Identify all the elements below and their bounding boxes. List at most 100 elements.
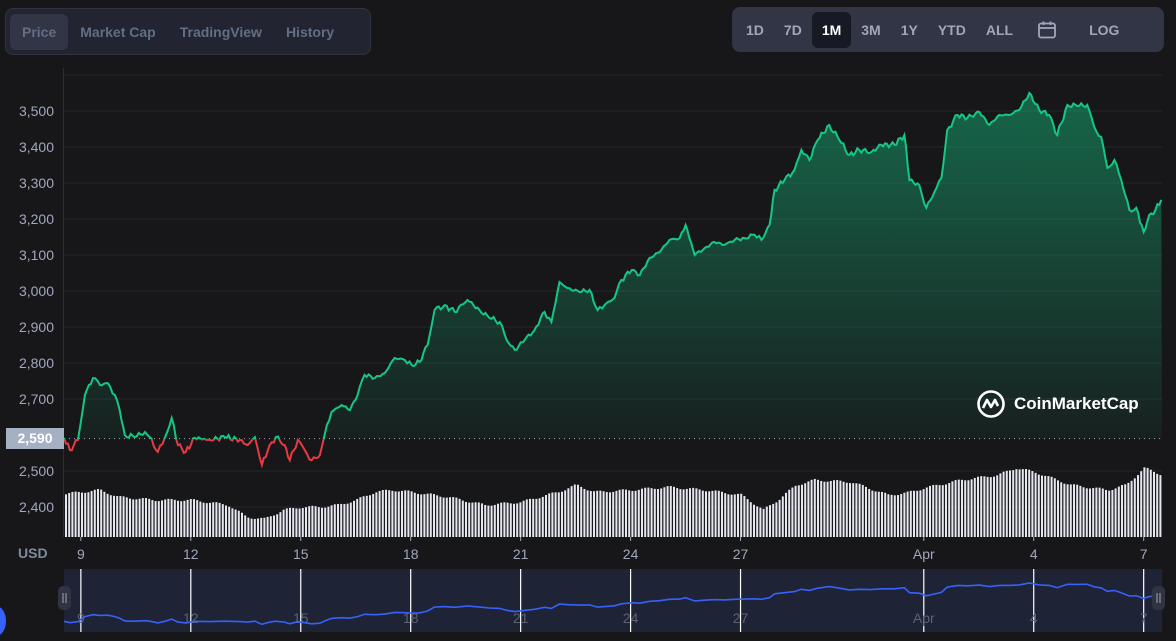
volume-bar [996, 475, 999, 537]
volume-bar [881, 491, 883, 537]
range-1y[interactable]: 1Y [900, 21, 918, 38]
volume-bar [890, 494, 893, 537]
volume-bar [849, 483, 851, 537]
volume-bar [538, 498, 541, 537]
volume-bar [138, 498, 141, 537]
volume-bar [573, 484, 576, 537]
volume-bar [205, 503, 208, 537]
navigator-right-handle[interactable] [1152, 586, 1165, 610]
navigator-tick-label: Apr [913, 610, 935, 626]
log-scale-button[interactable]: LOG [1089, 21, 1120, 38]
volume-bar [829, 480, 832, 537]
calendar-icon[interactable] [1029, 12, 1065, 48]
volume-bar [186, 499, 189, 537]
volume-bar [1044, 475, 1047, 537]
volume-bar [122, 496, 125, 537]
y-tick-label: 2,700 [19, 391, 54, 407]
tab-price[interactable]: Price [10, 13, 69, 50]
volume-bar [653, 488, 656, 537]
volume-bar [1066, 484, 1069, 537]
volume-bar [721, 491, 723, 537]
volume-bar [433, 494, 435, 537]
volume-bar [583, 488, 586, 537]
volume-bar [855, 483, 858, 537]
volume-bar [317, 507, 320, 537]
volume-bar [660, 488, 663, 537]
tab-market-cap[interactable]: Market Cap [80, 23, 156, 40]
range-1d[interactable]: 1D [746, 21, 764, 38]
volume-bar [743, 496, 746, 537]
volume-bar [401, 490, 403, 537]
volume-bar [999, 473, 1002, 537]
volume-bar [682, 489, 685, 537]
tab-tradingview[interactable]: TradingView [179, 23, 262, 40]
navigator-line [63, 582, 1162, 626]
volume-bar [1025, 469, 1027, 537]
volume-bar [871, 490, 874, 537]
volume-bar [404, 490, 407, 537]
volume-bar [247, 517, 250, 537]
navigator-background[interactable] [64, 569, 1162, 632]
volume-bar [241, 512, 243, 537]
volume-bar [845, 482, 848, 537]
volume-bar [762, 508, 765, 537]
volume-bar [759, 507, 762, 537]
range-1m[interactable]: 1M [811, 11, 852, 48]
volume-bar [986, 476, 989, 537]
volume-bar [324, 507, 327, 537]
volume-bar [989, 477, 992, 537]
volume-bar [442, 497, 445, 537]
volume-bar [503, 502, 506, 537]
range-ytd[interactable]: YTD [937, 21, 966, 38]
volume-bar [285, 508, 288, 537]
volume-bar [820, 480, 823, 537]
range-7d[interactable]: 7D [783, 21, 802, 38]
volume-bar [983, 476, 986, 537]
volume-bar [1053, 478, 1056, 537]
volume-bar [1149, 469, 1152, 537]
volume-bar [612, 491, 615, 537]
volume-bar [353, 500, 355, 537]
volume-bar [170, 498, 173, 537]
volume-bar [740, 493, 743, 537]
volume-bar [730, 494, 733, 537]
volume-bar [717, 490, 720, 537]
volume-bar [673, 486, 675, 537]
volume-bar [346, 503, 349, 537]
volume-bar [724, 493, 727, 537]
tab-history[interactable]: History [285, 23, 335, 40]
volume-bar [913, 490, 915, 537]
volume-bar [967, 480, 970, 537]
volume-bar [1069, 484, 1072, 537]
volume-bar [801, 484, 803, 537]
volume-bar [221, 504, 224, 537]
volume-bar [893, 495, 896, 537]
volume-bar [797, 485, 800, 537]
x-tick-label: 4 [1030, 546, 1038, 562]
volume-bar [269, 516, 272, 537]
volume-bar [81, 492, 83, 537]
volume-bar [103, 491, 106, 537]
range-3m[interactable]: 3M [861, 21, 881, 38]
volume-bar [487, 505, 490, 537]
volume-bar [772, 503, 775, 537]
volume-bar [490, 505, 493, 537]
volume-bar [97, 489, 99, 537]
volume-bar [1041, 475, 1043, 537]
volume-bar [593, 491, 595, 537]
volume-bar [87, 492, 90, 537]
volume-bar [340, 503, 343, 537]
volume-bar [621, 489, 624, 537]
brand-name: CoinMarketCap [1014, 394, 1139, 413]
volume-bar [861, 484, 864, 537]
navigator-left-handle[interactable] [58, 586, 71, 610]
volume-bar [1021, 469, 1024, 537]
volume-bar [868, 488, 871, 537]
price-line-below [63, 439, 325, 469]
range-all[interactable]: ALL [985, 21, 1014, 38]
volume-bar [183, 500, 186, 537]
volume-bar [906, 491, 909, 537]
floating-action-button[interactable] [0, 606, 6, 636]
volume-bar [529, 498, 531, 537]
